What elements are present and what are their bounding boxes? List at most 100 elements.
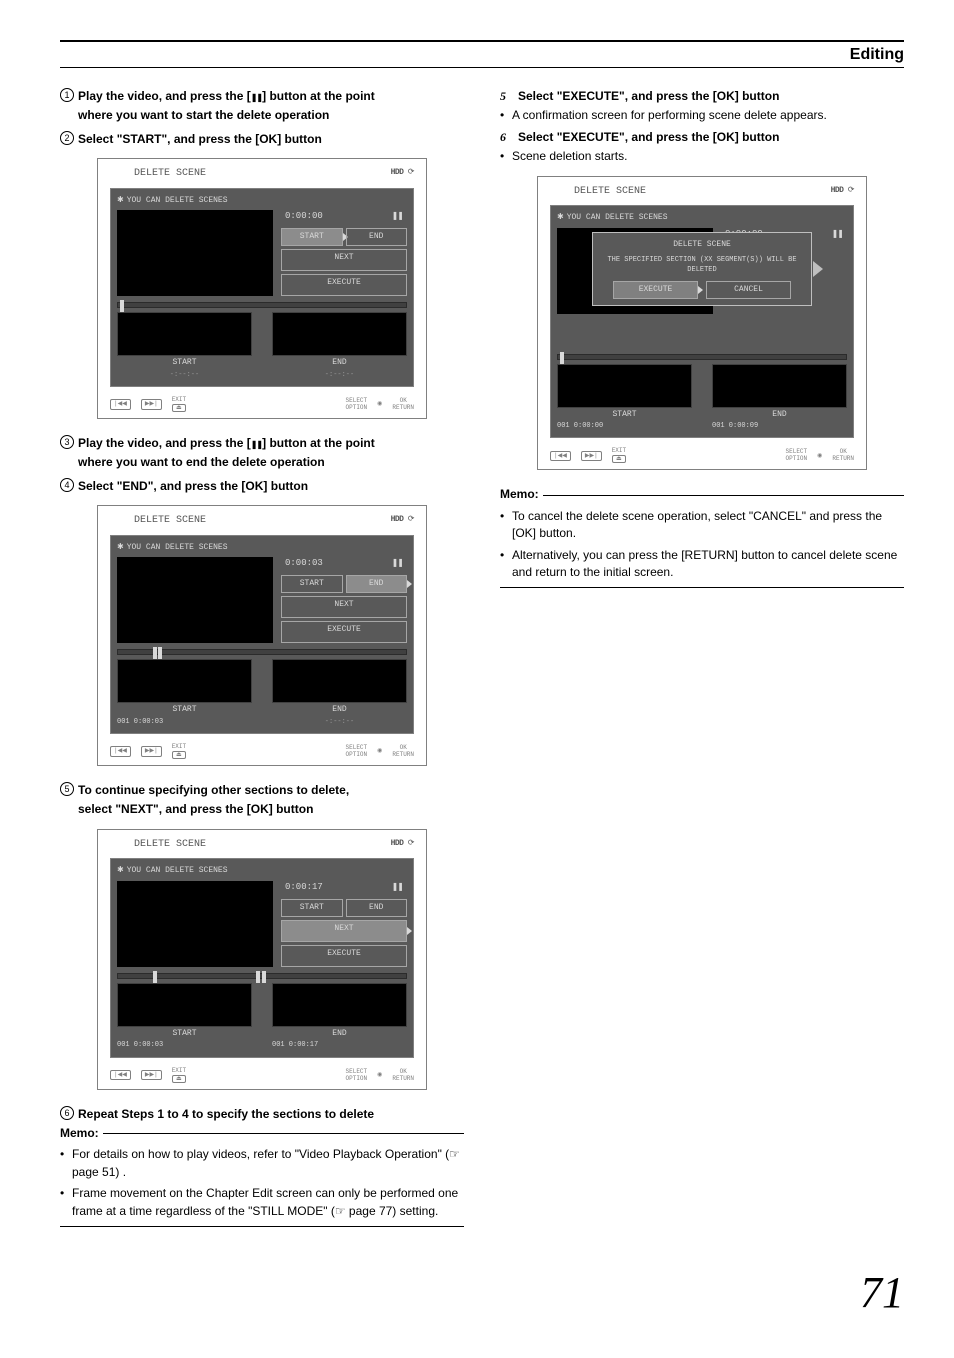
fig2-btn-end: END	[346, 575, 408, 593]
memo-end-right	[500, 587, 904, 588]
memo-header-left: Memo:	[60, 1125, 464, 1142]
pause-icon	[251, 89, 262, 103]
step-6-right: 6 Select "EXECUTE", and press the [OK] b…	[500, 129, 904, 146]
fig2-btn-exec: EXECUTE	[281, 621, 407, 643]
fig2-footer: |◀◀▶▶| EXIT⏏ SELECTOPTION ◉ OKRETURN	[98, 740, 426, 765]
right-column: 5 Select "EXECUTE", and press the [OK] b…	[500, 88, 904, 1237]
fig2-badge: HDD ⟳	[391, 514, 414, 529]
step-5-num: 5	[60, 782, 74, 796]
fig4-thumb-start: START001 0:00:00	[557, 364, 692, 432]
fig4-dialog-title: DELETE SCENE	[599, 239, 805, 251]
figure-delete-scene-1: DELETE SCENE HDD ⟳ YOU CAN DELETE SCENES…	[97, 158, 427, 419]
step-4-text: Select "END", and press the [OK] button	[78, 478, 308, 495]
pause-icon	[832, 228, 843, 241]
step-1-text: Play the video, and press the [] button …	[78, 88, 375, 105]
pause-icon	[392, 210, 403, 223]
step-4-num: 4	[60, 478, 74, 492]
fig3-btn-exec: EXECUTE	[281, 945, 407, 967]
step-6r-num: 6	[500, 129, 518, 146]
fig2-thumb-end: END-:--:--	[272, 659, 407, 727]
fig1-btn-end: END	[346, 228, 408, 246]
memo-right-b2: •Alternatively, you can press the [RETUR…	[500, 547, 904, 582]
fig3-btn-end: END	[346, 899, 408, 917]
step-5r-num: 5	[500, 88, 518, 105]
fig4-hint: YOU CAN DELETE SCENES	[557, 212, 847, 224]
step-6r-bullet: •Scene deletion starts.	[500, 148, 904, 165]
figure-delete-scene-2: DELETE SCENE HDD ⟳ YOU CAN DELETE SCENES…	[97, 505, 427, 766]
fig1-preview	[117, 210, 273, 296]
fig4-thumb-end: END001 0:00:09	[712, 364, 847, 432]
fig1-btn-start: START	[281, 228, 343, 246]
fig1-hint: YOU CAN DELETE SCENES	[117, 195, 407, 207]
fig1-btn-next: NEXT	[281, 249, 407, 271]
fig2-track	[117, 649, 407, 655]
pause-icon	[251, 436, 262, 450]
fig1-title: DELETE SCENE	[134, 167, 206, 182]
fig3-badge: HDD ⟳	[391, 838, 414, 853]
step-6r-text: Select "EXECUTE", and press the [OK] but…	[518, 129, 779, 146]
fig3-btn-start: START	[281, 899, 343, 917]
step-6-text: Repeat Steps 1 to 4 to specify the secti…	[78, 1106, 374, 1123]
fig2-thumb-start: START001 0:00:03	[117, 659, 252, 727]
step-5r-bullet: •A confirmation screen for performing sc…	[500, 107, 904, 124]
fig3-title: DELETE SCENE	[134, 838, 206, 853]
fig3-controls: 0:00:17 START END NEXT EXECUTE	[281, 881, 407, 967]
step-6-left: 6 Repeat Steps 1 to 4 to specify the sec…	[60, 1106, 464, 1123]
figure-delete-scene-4: DELETE SCENE HDD ⟳ YOU CAN DELETE SCENES…	[537, 176, 867, 471]
fig2-btn-next: NEXT	[281, 596, 407, 618]
arrow-icon	[813, 261, 823, 277]
fig4-dialog-msg: THE SPECIFIED SECTION (XX SEGMENT(S)) WI…	[599, 255, 805, 275]
fig4-title: DELETE SCENE	[574, 185, 646, 200]
step-3-num: 3	[60, 435, 74, 449]
fig2-btn-start: START	[281, 575, 343, 593]
step-5-left: 5 To continue specifying other sections …	[60, 782, 464, 799]
top-rule	[60, 40, 904, 42]
fig4-badge: HDD ⟳	[831, 185, 854, 200]
fig4-dialog: DELETE SCENE THE SPECIFIED SECTION (XX S…	[592, 232, 812, 305]
step-5r-text: Select "EXECUTE", and press the [OK] but…	[518, 88, 779, 105]
fig1-footer: |◀◀▶▶| EXIT⏏ SELECTOPTION ◉ OKRETURN	[98, 393, 426, 418]
thin-rule	[60, 67, 904, 68]
step-5-sub: select "NEXT", and press the [OK] button	[78, 801, 464, 818]
fig3-track	[117, 973, 407, 979]
step-1: 1 Play the video, and press the [] butto…	[60, 88, 464, 105]
step-1-num: 1	[60, 88, 74, 102]
fig2-title: DELETE SCENE	[134, 514, 206, 529]
step-6-num: 6	[60, 1106, 74, 1120]
step-3: 3 Play the video, and press the [] butto…	[60, 435, 464, 452]
fig3-btn-next: NEXT	[281, 920, 407, 942]
step-2: 2 Select "START", and press the [OK] but…	[60, 131, 464, 148]
fig3-footer: |◀◀▶▶| EXIT⏏ SELECTOPTION ◉ OKRETURN	[98, 1064, 426, 1089]
step-3-text: Play the video, and press the [] button …	[78, 435, 375, 452]
fig2-controls: 0:00:03 START END NEXT EXECUTE	[281, 557, 407, 643]
step-5-text: To continue specifying other sections to…	[78, 782, 349, 799]
fig3-preview	[117, 881, 273, 967]
step-3-sub: where you want to end the delete operati…	[78, 454, 464, 471]
memo-left-b1: •For details on how to play videos, refe…	[60, 1146, 464, 1181]
fig1-thumb-end: END-:--:--	[272, 312, 407, 380]
fig4-dialog-execute: EXECUTE	[613, 281, 698, 299]
fig1-thumb-start: START-:--:--	[117, 312, 252, 380]
fig1-btn-exec: EXECUTE	[281, 274, 407, 296]
figure-delete-scene-3: DELETE SCENE HDD ⟳ YOU CAN DELETE SCENES…	[97, 829, 427, 1090]
fig2-timecode: 0:00:03	[285, 557, 323, 570]
step-5-right: 5 Select "EXECUTE", and press the [OK] b…	[500, 88, 904, 105]
fig3-thumb-end: END001 0:00:17	[272, 983, 407, 1051]
fig3-thumb-start: START001 0:00:03	[117, 983, 252, 1051]
pause-icon	[392, 881, 403, 894]
fig4-footer: |◀◀▶▶| EXIT⏏ SELECTOPTION ◉ OKRETURN	[538, 444, 866, 469]
fig1-badge: HDD ⟳	[391, 167, 414, 182]
fig2-preview	[117, 557, 273, 643]
left-column: 1 Play the video, and press the [] butto…	[60, 88, 464, 1237]
fig3-hint: YOU CAN DELETE SCENES	[117, 865, 407, 877]
memo-right-b1: •To cancel the delete scene operation, s…	[500, 508, 904, 543]
fig4-dialog-cancel: CANCEL	[706, 281, 791, 299]
fig2-hint: YOU CAN DELETE SCENES	[117, 542, 407, 554]
pause-icon	[392, 557, 403, 570]
memo-left-b2: •Frame movement on the Chapter Edit scre…	[60, 1185, 464, 1220]
step-1-sub: where you want to start the delete opera…	[78, 107, 464, 124]
step-2-num: 2	[60, 131, 74, 145]
section-header: Editing	[60, 46, 904, 64]
fig1-controls: 0:00:00 START END NEXT EXECUTE	[281, 210, 407, 296]
memo-end-left	[60, 1226, 464, 1227]
